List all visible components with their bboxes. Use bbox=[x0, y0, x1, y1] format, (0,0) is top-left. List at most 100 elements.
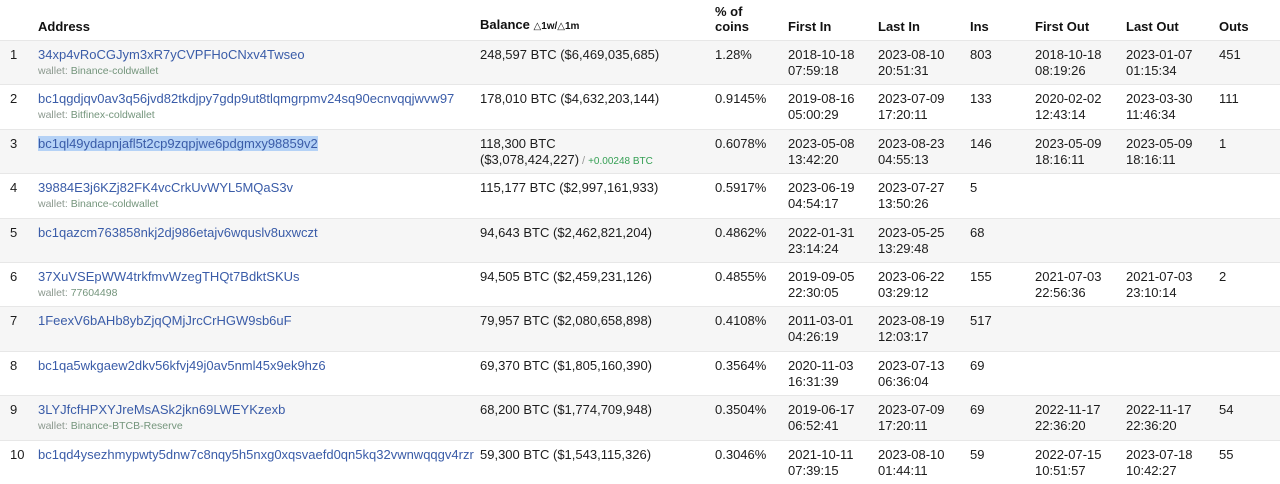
balance-value: 69,370 BTC ($1,805,160,390) bbox=[480, 358, 652, 373]
outs-cell bbox=[1219, 352, 1280, 358]
wallet-link[interactable]: Bitfinex-coldwallet bbox=[71, 109, 155, 121]
pct-of-coins-cell: 0.4855% bbox=[715, 263, 788, 285]
last-in-cell: 2023-08-10 20:51:31 bbox=[878, 41, 970, 79]
column-header-balance[interactable]: Balance △1w/△1m bbox=[480, 17, 715, 40]
address-link[interactable]: bc1ql49ydapnjafl5t2cp9zqpjwe6pdgmxy98859… bbox=[38, 136, 318, 151]
address-link[interactable]: 39884E3j6KZj82FK4vcCrkUvWYL5MQaS3v bbox=[38, 180, 293, 195]
table-row: 7 1FeexV6bAHb8ybZjqQMjJrcCrHGW9sb6uF 79,… bbox=[0, 306, 1280, 350]
balance-cell: 69,370 BTC ($1,805,160,390) bbox=[480, 352, 715, 374]
pct-of-coins-cell: 0.5917% bbox=[715, 174, 788, 196]
first-out-cell: 2018-10-18 08:19:26 bbox=[1035, 41, 1126, 79]
column-header-last-out[interactable]: Last Out bbox=[1126, 19, 1219, 40]
pct-of-coins-cell: 0.3564% bbox=[715, 352, 788, 374]
rank-cell: 7 bbox=[0, 307, 38, 329]
first-in-cell: 2011-03-01 04:26:19 bbox=[788, 307, 878, 345]
rank-cell: 10 bbox=[0, 441, 38, 463]
first-out-cell: 2023-05-09 18:16:11 bbox=[1035, 130, 1126, 168]
wallet-link[interactable]: Binance-coldwallet bbox=[71, 198, 159, 210]
first-in-cell: 2018-10-18 07:59:18 bbox=[788, 41, 878, 79]
table-row: 5 bc1qazcm763858nkj2dj986etajv6wquslv8ux… bbox=[0, 218, 1280, 262]
ins-cell: 68 bbox=[970, 219, 1035, 241]
last-out-cell bbox=[1126, 352, 1219, 358]
wallet-link[interactable]: Binance-coldwallet bbox=[71, 65, 159, 77]
table-row: 3 bc1ql49ydapnjafl5t2cp9zqpjwe6pdgmxy988… bbox=[0, 129, 1280, 173]
address-link[interactable]: 3LYJfcfHPXYJreMsASk2jkn69LWEYKzexb bbox=[38, 402, 285, 417]
balance-value: 79,957 BTC ($2,080,658,898) bbox=[480, 313, 652, 328]
first-out-cell bbox=[1035, 307, 1126, 313]
table-header-row: Address Balance △1w/△1m % of coins First… bbox=[0, 0, 1280, 40]
column-header-first-in[interactable]: First In bbox=[788, 19, 878, 40]
address-link[interactable]: 1FeexV6bAHb8ybZjqQMjJrcCrHGW9sb6uF bbox=[38, 313, 292, 328]
last-out-cell: 2023-03-30 11:46:34 bbox=[1126, 85, 1219, 123]
balance-cell: 118,300 BTC ($3,078,424,227)/+0.00248 BT… bbox=[480, 130, 715, 170]
address-cell: bc1qazcm763858nkj2dj986etajv6wquslv8uxwc… bbox=[38, 219, 480, 241]
last-in-cell: 2023-07-09 17:20:11 bbox=[878, 85, 970, 123]
wallet-line: wallet: Binance-coldwallet bbox=[38, 198, 480, 211]
address-cell: 37XuVSEpWW4trkfmvWzegTHQt7BdktSKUs walle… bbox=[38, 263, 480, 300]
last-out-cell: 2021-07-03 23:10:14 bbox=[1126, 263, 1219, 301]
balance-delta-header-label: △1w/△1m bbox=[534, 21, 580, 32]
outs-cell: 54 bbox=[1219, 396, 1280, 418]
wallet-link[interactable]: 77604498 bbox=[71, 287, 118, 299]
address-link[interactable]: bc1qd4ysezhmypwty5dnw7c8nqy5h5nxg0xqsvae… bbox=[38, 447, 474, 462]
column-header-pct-of-coins[interactable]: % of coins bbox=[715, 4, 788, 40]
outs-cell bbox=[1219, 174, 1280, 180]
column-header-last-in[interactable]: Last In bbox=[878, 19, 970, 40]
outs-cell bbox=[1219, 307, 1280, 313]
ins-cell: 803 bbox=[970, 41, 1035, 63]
first-out-cell bbox=[1035, 219, 1126, 225]
balance-cell: 79,957 BTC ($2,080,658,898) bbox=[480, 307, 715, 329]
wallet-prefix-label: wallet: bbox=[38, 287, 71, 299]
first-in-cell: 2019-06-17 06:52:41 bbox=[788, 396, 878, 434]
wallet-line: wallet: Binance-BTCB-Reserve bbox=[38, 420, 480, 433]
column-header-first-out[interactable]: First Out bbox=[1035, 19, 1126, 40]
pct-of-coins-cell: 0.6078% bbox=[715, 130, 788, 152]
pct-of-coins-cell: 0.4862% bbox=[715, 219, 788, 241]
ins-cell: 69 bbox=[970, 352, 1035, 374]
first-out-cell bbox=[1035, 174, 1126, 180]
last-in-cell: 2023-07-13 06:36:04 bbox=[878, 352, 970, 390]
address-cell: 39884E3j6KZj82FK4vcCrkUvWYL5MQaS3v walle… bbox=[38, 174, 480, 211]
address-link[interactable]: bc1qgdjqv0av3q56jvd82tkdjpy7gdp9ut8tlqmg… bbox=[38, 91, 454, 106]
rank-cell: 5 bbox=[0, 219, 38, 241]
column-header-outs[interactable]: Outs bbox=[1219, 19, 1280, 40]
first-in-cell: 2019-09-05 22:30:05 bbox=[788, 263, 878, 301]
ins-cell: 5 bbox=[970, 174, 1035, 196]
rank-cell: 2 bbox=[0, 85, 38, 107]
pct-of-coins-cell: 1.28% bbox=[715, 41, 788, 63]
first-out-cell bbox=[1035, 352, 1126, 358]
table-row: 6 37XuVSEpWW4trkfmvWzegTHQt7BdktSKUs wal… bbox=[0, 262, 1280, 306]
address-link[interactable]: 34xp4vRoCGJym3xR7yCVPFHoCNxv4Twseo bbox=[38, 47, 305, 62]
address-cell: 34xp4vRoCGJym3xR7yCVPFHoCNxv4Twseo walle… bbox=[38, 41, 480, 78]
address-link[interactable]: bc1qazcm763858nkj2dj986etajv6wquslv8uxwc… bbox=[38, 225, 318, 240]
balance-value: 68,200 BTC ($1,774,709,948) bbox=[480, 402, 652, 417]
balance-header-label: Balance bbox=[480, 17, 530, 32]
last-in-cell: 2023-08-19 12:03:17 bbox=[878, 307, 970, 345]
wallet-line: wallet: 77604498 bbox=[38, 287, 480, 300]
rank-cell: 9 bbox=[0, 396, 38, 418]
last-out-cell: 2023-05-09 18:16:11 bbox=[1126, 130, 1219, 168]
balance-cell: 94,505 BTC ($2,459,231,126) bbox=[480, 263, 715, 285]
outs-cell: 451 bbox=[1219, 41, 1280, 63]
pct-of-coins-cell: 0.3504% bbox=[715, 396, 788, 418]
address-cell: bc1ql49ydapnjafl5t2cp9zqpjwe6pdgmxy98859… bbox=[38, 130, 480, 152]
column-header-rank bbox=[0, 34, 38, 40]
ins-cell: 155 bbox=[970, 263, 1035, 285]
ins-cell: 59 bbox=[970, 441, 1035, 463]
delta-separator: / bbox=[582, 155, 585, 167]
table-body: 1 34xp4vRoCGJym3xR7yCVPFHoCNxv4Twseo wal… bbox=[0, 40, 1280, 484]
address-link[interactable]: bc1qa5wkgaew2dkv56kfvj49j0av5nml45x9ek9h… bbox=[38, 358, 326, 373]
ins-cell: 133 bbox=[970, 85, 1035, 107]
balance-cell: 59,300 BTC ($1,543,115,326) bbox=[480, 441, 715, 463]
first-in-cell: 2020-11-03 16:31:39 bbox=[788, 352, 878, 390]
address-link[interactable]: 37XuVSEpWW4trkfmvWzegTHQt7BdktSKUs bbox=[38, 269, 300, 284]
address-cell: 3LYJfcfHPXYJreMsASk2jkn69LWEYKzexb walle… bbox=[38, 396, 480, 433]
column-header-ins[interactable]: Ins bbox=[970, 19, 1035, 40]
rank-cell: 1 bbox=[0, 41, 38, 63]
last-out-cell: 2022-11-17 22:36:20 bbox=[1126, 396, 1219, 434]
wallet-link[interactable]: Binance-BTCB-Reserve bbox=[71, 420, 183, 432]
wallet-prefix-label: wallet: bbox=[38, 198, 71, 210]
balance-delta-group: /+0.00248 BTC bbox=[579, 152, 653, 167]
rank-cell: 3 bbox=[0, 130, 38, 152]
last-in-cell: 2023-06-22 03:29:12 bbox=[878, 263, 970, 301]
